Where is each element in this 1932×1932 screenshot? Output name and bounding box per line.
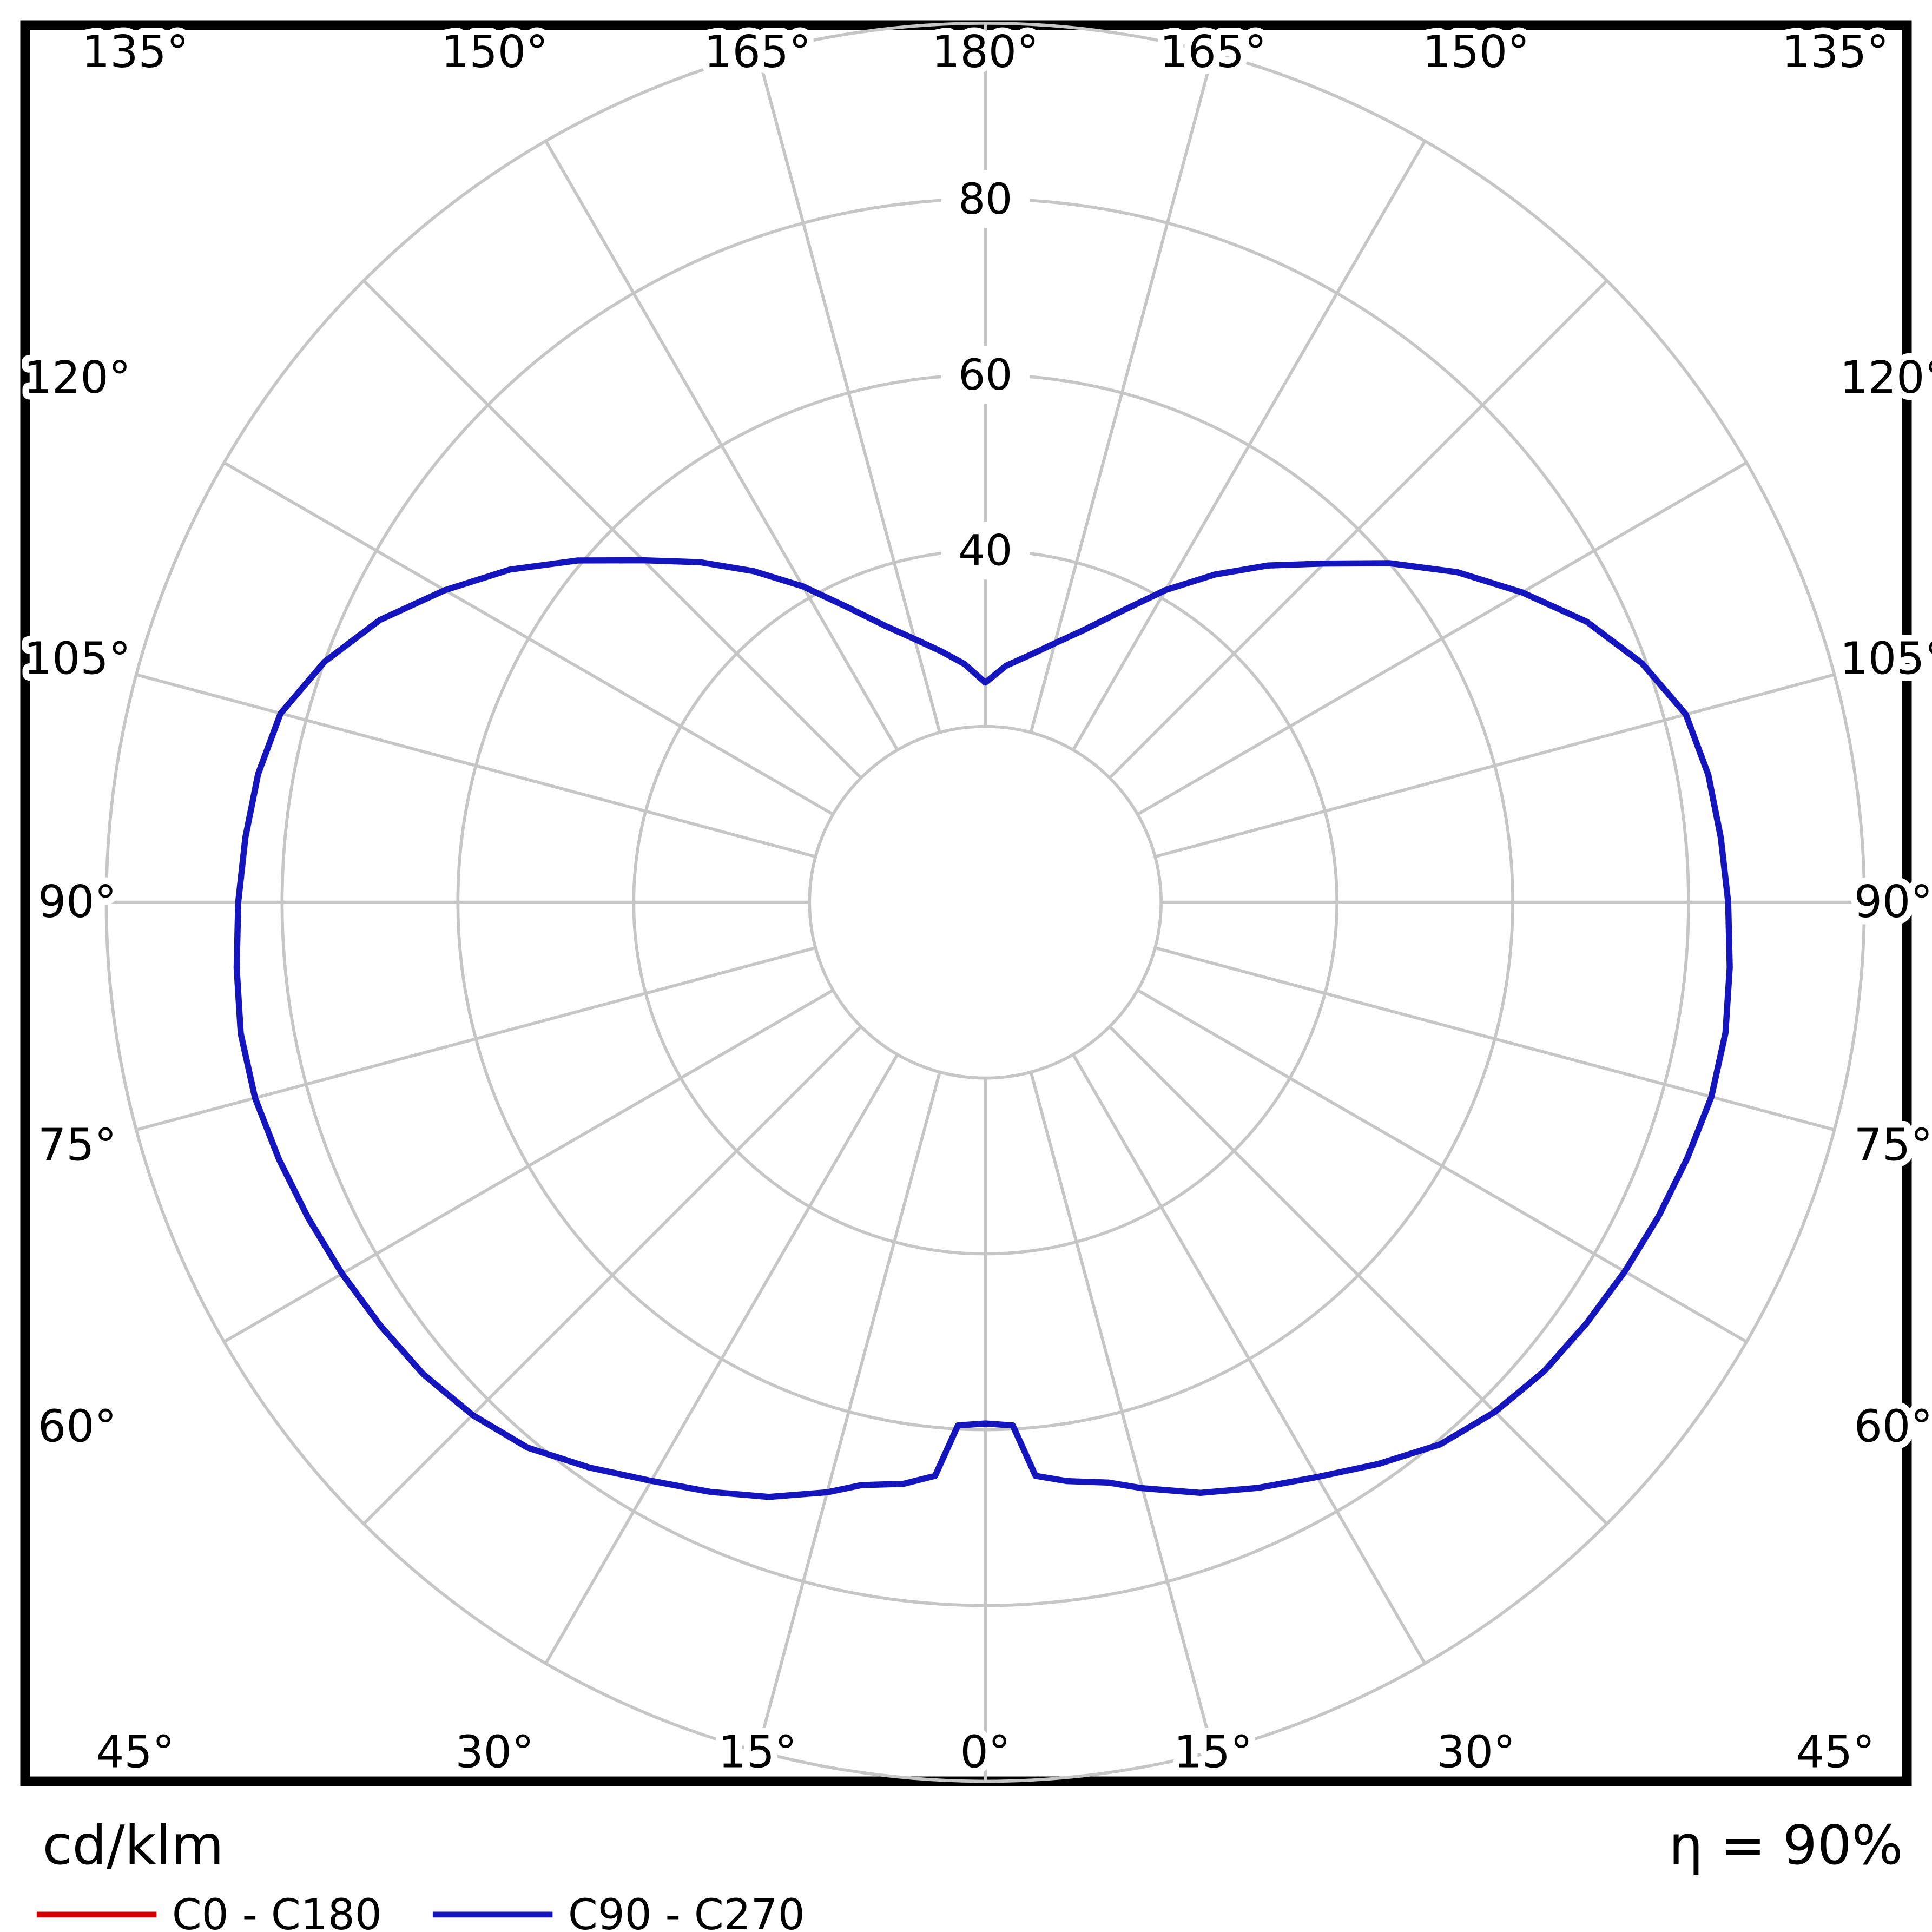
angle-label: 105°: [1840, 634, 1932, 685]
grid-spoke: [1072, 1053, 1427, 1665]
grid-spoke: [1108, 1025, 1608, 1525]
grid-spoke: [1137, 461, 1748, 816]
angle-label: 60°: [38, 1401, 117, 1452]
grid-spoke: [1137, 988, 1748, 1343]
grid-spoke: [544, 1053, 899, 1665]
angle-label: 150°: [1422, 27, 1529, 78]
ring-label: 60: [958, 350, 1012, 400]
ring-label-bg: [941, 170, 1030, 228]
angle-label: 45°: [1796, 1726, 1875, 1778]
grid-spoke: [756, 52, 941, 733]
ring-label-bg: [941, 522, 1030, 580]
angle-label: 150°: [441, 27, 548, 78]
grid-spoke: [1108, 279, 1608, 780]
angle-label: 45°: [96, 1726, 175, 1778]
angle-label: 180°: [932, 27, 1039, 78]
grid-spoke: [1029, 52, 1215, 733]
grid-spoke: [1155, 673, 1835, 859]
angle-label: 135°: [82, 27, 189, 78]
grid-spoke: [756, 1071, 941, 1752]
grid-spoke: [136, 673, 816, 859]
efficiency-label: η = 90%: [1669, 1814, 1903, 1877]
angle-label: 0°: [960, 1726, 1011, 1778]
unit-label: cd/klm: [43, 1814, 224, 1877]
grid-spoke: [362, 279, 862, 780]
angle-label: 75°: [38, 1120, 117, 1171]
ring-label-bg: [941, 346, 1030, 404]
angle-label: 165°: [704, 27, 811, 78]
ring-label: 80: [958, 174, 1012, 224]
angle-label: 120°: [1840, 352, 1932, 404]
angle-label: 165°: [1159, 27, 1267, 78]
angle-label: 90°: [38, 876, 117, 928]
grid-spoke: [223, 988, 834, 1343]
angle-label: 105°: [24, 634, 131, 685]
angle-label: 15°: [718, 1726, 797, 1778]
legend-label-c0-c180: C0 - C180: [172, 1890, 382, 1932]
grid-spoke: [1029, 1071, 1215, 1752]
grid-spoke: [136, 946, 816, 1132]
polar-chart: 40 60 80 0° 15° 15° 30° 30° 45° 45° 60° 60° 75° 75° 90…: [17, 19, 1932, 1784]
angle-label: 15°: [1173, 1726, 1252, 1778]
angle-label: 60°: [1854, 1401, 1932, 1452]
angle-label: 90°: [1854, 876, 1932, 928]
legend-label-c90-c270: C90 - C270: [568, 1890, 805, 1932]
angle-label: 135°: [1782, 27, 1889, 78]
angle-label: 120°: [24, 352, 131, 404]
grid-spoke: [362, 1025, 862, 1525]
grid-spoke: [223, 461, 834, 816]
grid-spoke: [544, 140, 899, 751]
ring-label: 40: [958, 526, 1012, 576]
angle-label: 75°: [1854, 1120, 1932, 1171]
angle-label: 30°: [455, 1726, 534, 1778]
curve-c90-c270: [233, 557, 1733, 1500]
grid-spoke: [1155, 946, 1835, 1132]
grid-spoke: [1072, 140, 1427, 751]
legend: C0 - C180 C90 - C270: [36, 1890, 805, 1932]
angle-label: 30°: [1436, 1726, 1515, 1778]
